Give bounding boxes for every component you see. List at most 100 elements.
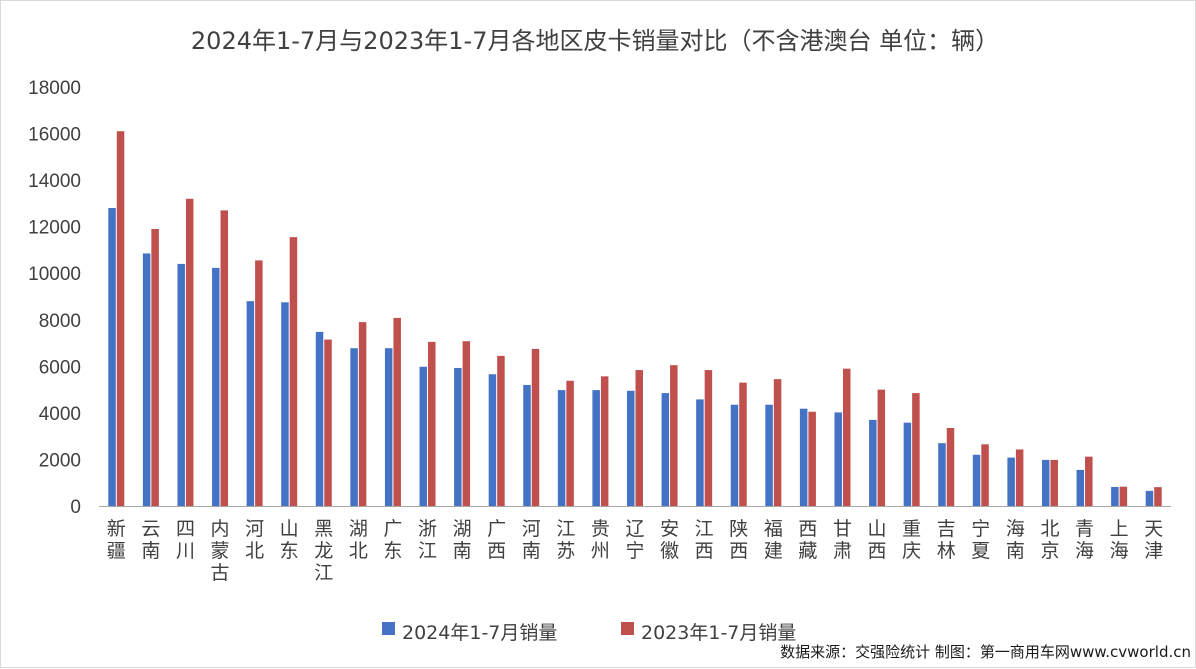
bar-2024-13 xyxy=(557,390,566,506)
y-tick-label: 8000 xyxy=(39,311,81,332)
bar-2023-24 xyxy=(946,428,955,506)
x-tick-label: 江西 xyxy=(695,518,714,562)
x-tick-label: 山东 xyxy=(280,518,299,562)
bar-2023-30 xyxy=(1154,487,1162,506)
bar-2023-17 xyxy=(704,370,713,506)
bar-2023-23 xyxy=(912,393,920,506)
x-tick-label: 北京 xyxy=(1040,518,1059,562)
y-tick-label: 2000 xyxy=(39,450,81,471)
bar-2024-17 xyxy=(696,399,704,506)
bar-2024-12 xyxy=(523,384,531,506)
y-axis-ticks: 0 2000 4000 6000 8000 10000 12000 14000 16000 180… xyxy=(28,78,81,518)
bar-2023-19 xyxy=(773,379,782,506)
x-tick-label: 湖南 xyxy=(453,518,472,562)
bar-2024-3 xyxy=(212,267,220,506)
x-tick-label: 天津 xyxy=(1144,518,1163,562)
x-tick-label: 宁夏 xyxy=(971,518,990,562)
bar-2024-22 xyxy=(869,419,877,506)
bar-2024-7 xyxy=(350,348,358,506)
bar-2023-18 xyxy=(739,382,747,506)
bar-2024-15 xyxy=(627,390,635,506)
bar-2023-11 xyxy=(497,355,505,506)
bar-2024-26 xyxy=(1007,457,1015,506)
bar-2024-19 xyxy=(765,404,773,506)
x-tick-label: 新疆 xyxy=(107,518,126,562)
x-tick-label: 甘肃 xyxy=(833,518,852,562)
source-note: 数据来源：交强险统计 制图：第一商用车网www.cvworld.cn xyxy=(780,643,1191,661)
x-tick-label: 青海 xyxy=(1075,518,1094,562)
bar-2024-23 xyxy=(903,422,912,506)
bar-2024-2 xyxy=(177,263,185,506)
x-tick-label: 四川 xyxy=(176,518,195,562)
x-tick-label: 广东 xyxy=(383,518,402,562)
bar-2023-16 xyxy=(670,365,678,506)
x-tick-label: 吉林 xyxy=(937,518,956,562)
bar-2023-15 xyxy=(635,370,643,506)
bar-2024-4 xyxy=(246,301,255,506)
bar-2024-21 xyxy=(834,412,842,506)
x-tick-label: 上海 xyxy=(1110,518,1129,562)
bar-2023-5 xyxy=(289,237,298,506)
bar-2023-28 xyxy=(1085,456,1093,506)
bar-2023-27 xyxy=(1050,459,1058,506)
bar-2024-9 xyxy=(419,366,428,506)
x-tick-label: 西藏 xyxy=(798,518,817,562)
x-tick-label: 陕西 xyxy=(729,518,748,562)
legend-swatch-2023 xyxy=(621,622,634,635)
bar-2024-30 xyxy=(1145,490,1154,506)
x-tick-label: 安徽 xyxy=(660,518,679,562)
bar-2023-4 xyxy=(255,260,263,506)
x-tick-label: 浙江 xyxy=(418,518,437,562)
x-tick-label: 重庆 xyxy=(902,518,921,562)
bar-2023-26 xyxy=(1015,449,1024,506)
y-tick-label: 16000 xyxy=(28,125,81,146)
legend-label-2024: 2024年1-7月销量 xyxy=(402,622,557,644)
bar-2023-20 xyxy=(808,411,816,506)
bar-2024-11 xyxy=(488,374,497,506)
y-tick-label: 18000 xyxy=(28,78,81,99)
y-tick-label: 6000 xyxy=(39,357,81,378)
x-tick-label: 江苏 xyxy=(556,518,575,562)
x-tick-label: 黑龙江 xyxy=(314,518,333,584)
bar-2024-14 xyxy=(592,390,600,506)
y-tick-label: 14000 xyxy=(28,171,81,192)
y-tick-label: 10000 xyxy=(28,264,81,285)
x-tick-label: 海南 xyxy=(1006,518,1025,562)
bar-2024-6 xyxy=(315,331,324,506)
y-tick-label: 12000 xyxy=(28,218,81,239)
bar-2024-10 xyxy=(454,367,462,506)
bar-2024-27 xyxy=(1041,459,1050,506)
bar-2023-1 xyxy=(151,228,159,507)
bar-2023-3 xyxy=(220,210,229,506)
bar-2024-20 xyxy=(799,408,808,506)
bar-2023-13 xyxy=(566,380,574,506)
y-tick-label: 0 xyxy=(70,497,81,518)
x-tick-label: 广西 xyxy=(487,518,506,562)
x-axis-ticks: 新疆云南四川内蒙古河北山东黑龙江湖北广东浙江湖南广西河南江苏贵州辽宁安徽江西陕西… xyxy=(107,518,1163,584)
bar-2024-24 xyxy=(938,443,946,506)
x-tick-label: 云南 xyxy=(141,518,160,562)
bar-2023-12 xyxy=(531,348,540,507)
x-tick-label: 贵州 xyxy=(591,518,610,562)
bar-2024-28 xyxy=(1076,469,1085,506)
bar-2023-6 xyxy=(324,339,332,506)
bar-2023-9 xyxy=(428,341,436,506)
bar-2024-0 xyxy=(108,208,116,507)
bar-2023-8 xyxy=(393,317,401,506)
bar-2023-0 xyxy=(116,131,125,507)
bar-2023-29 xyxy=(1119,486,1128,506)
bar-2023-25 xyxy=(981,444,989,506)
bar-2024-5 xyxy=(281,302,289,506)
x-tick-label: 河南 xyxy=(522,518,541,562)
y-tick-label: 4000 xyxy=(39,404,81,425)
bar-2023-14 xyxy=(600,376,609,506)
x-tick-label: 福建 xyxy=(764,518,783,562)
bars xyxy=(108,131,1162,507)
bar-2024-8 xyxy=(384,348,393,506)
x-tick-label: 辽宁 xyxy=(625,518,644,562)
legend-label-2023: 2023年1-7月销量 xyxy=(641,622,796,644)
bar-2023-10 xyxy=(462,341,471,506)
x-tick-label: 河北 xyxy=(245,518,264,562)
